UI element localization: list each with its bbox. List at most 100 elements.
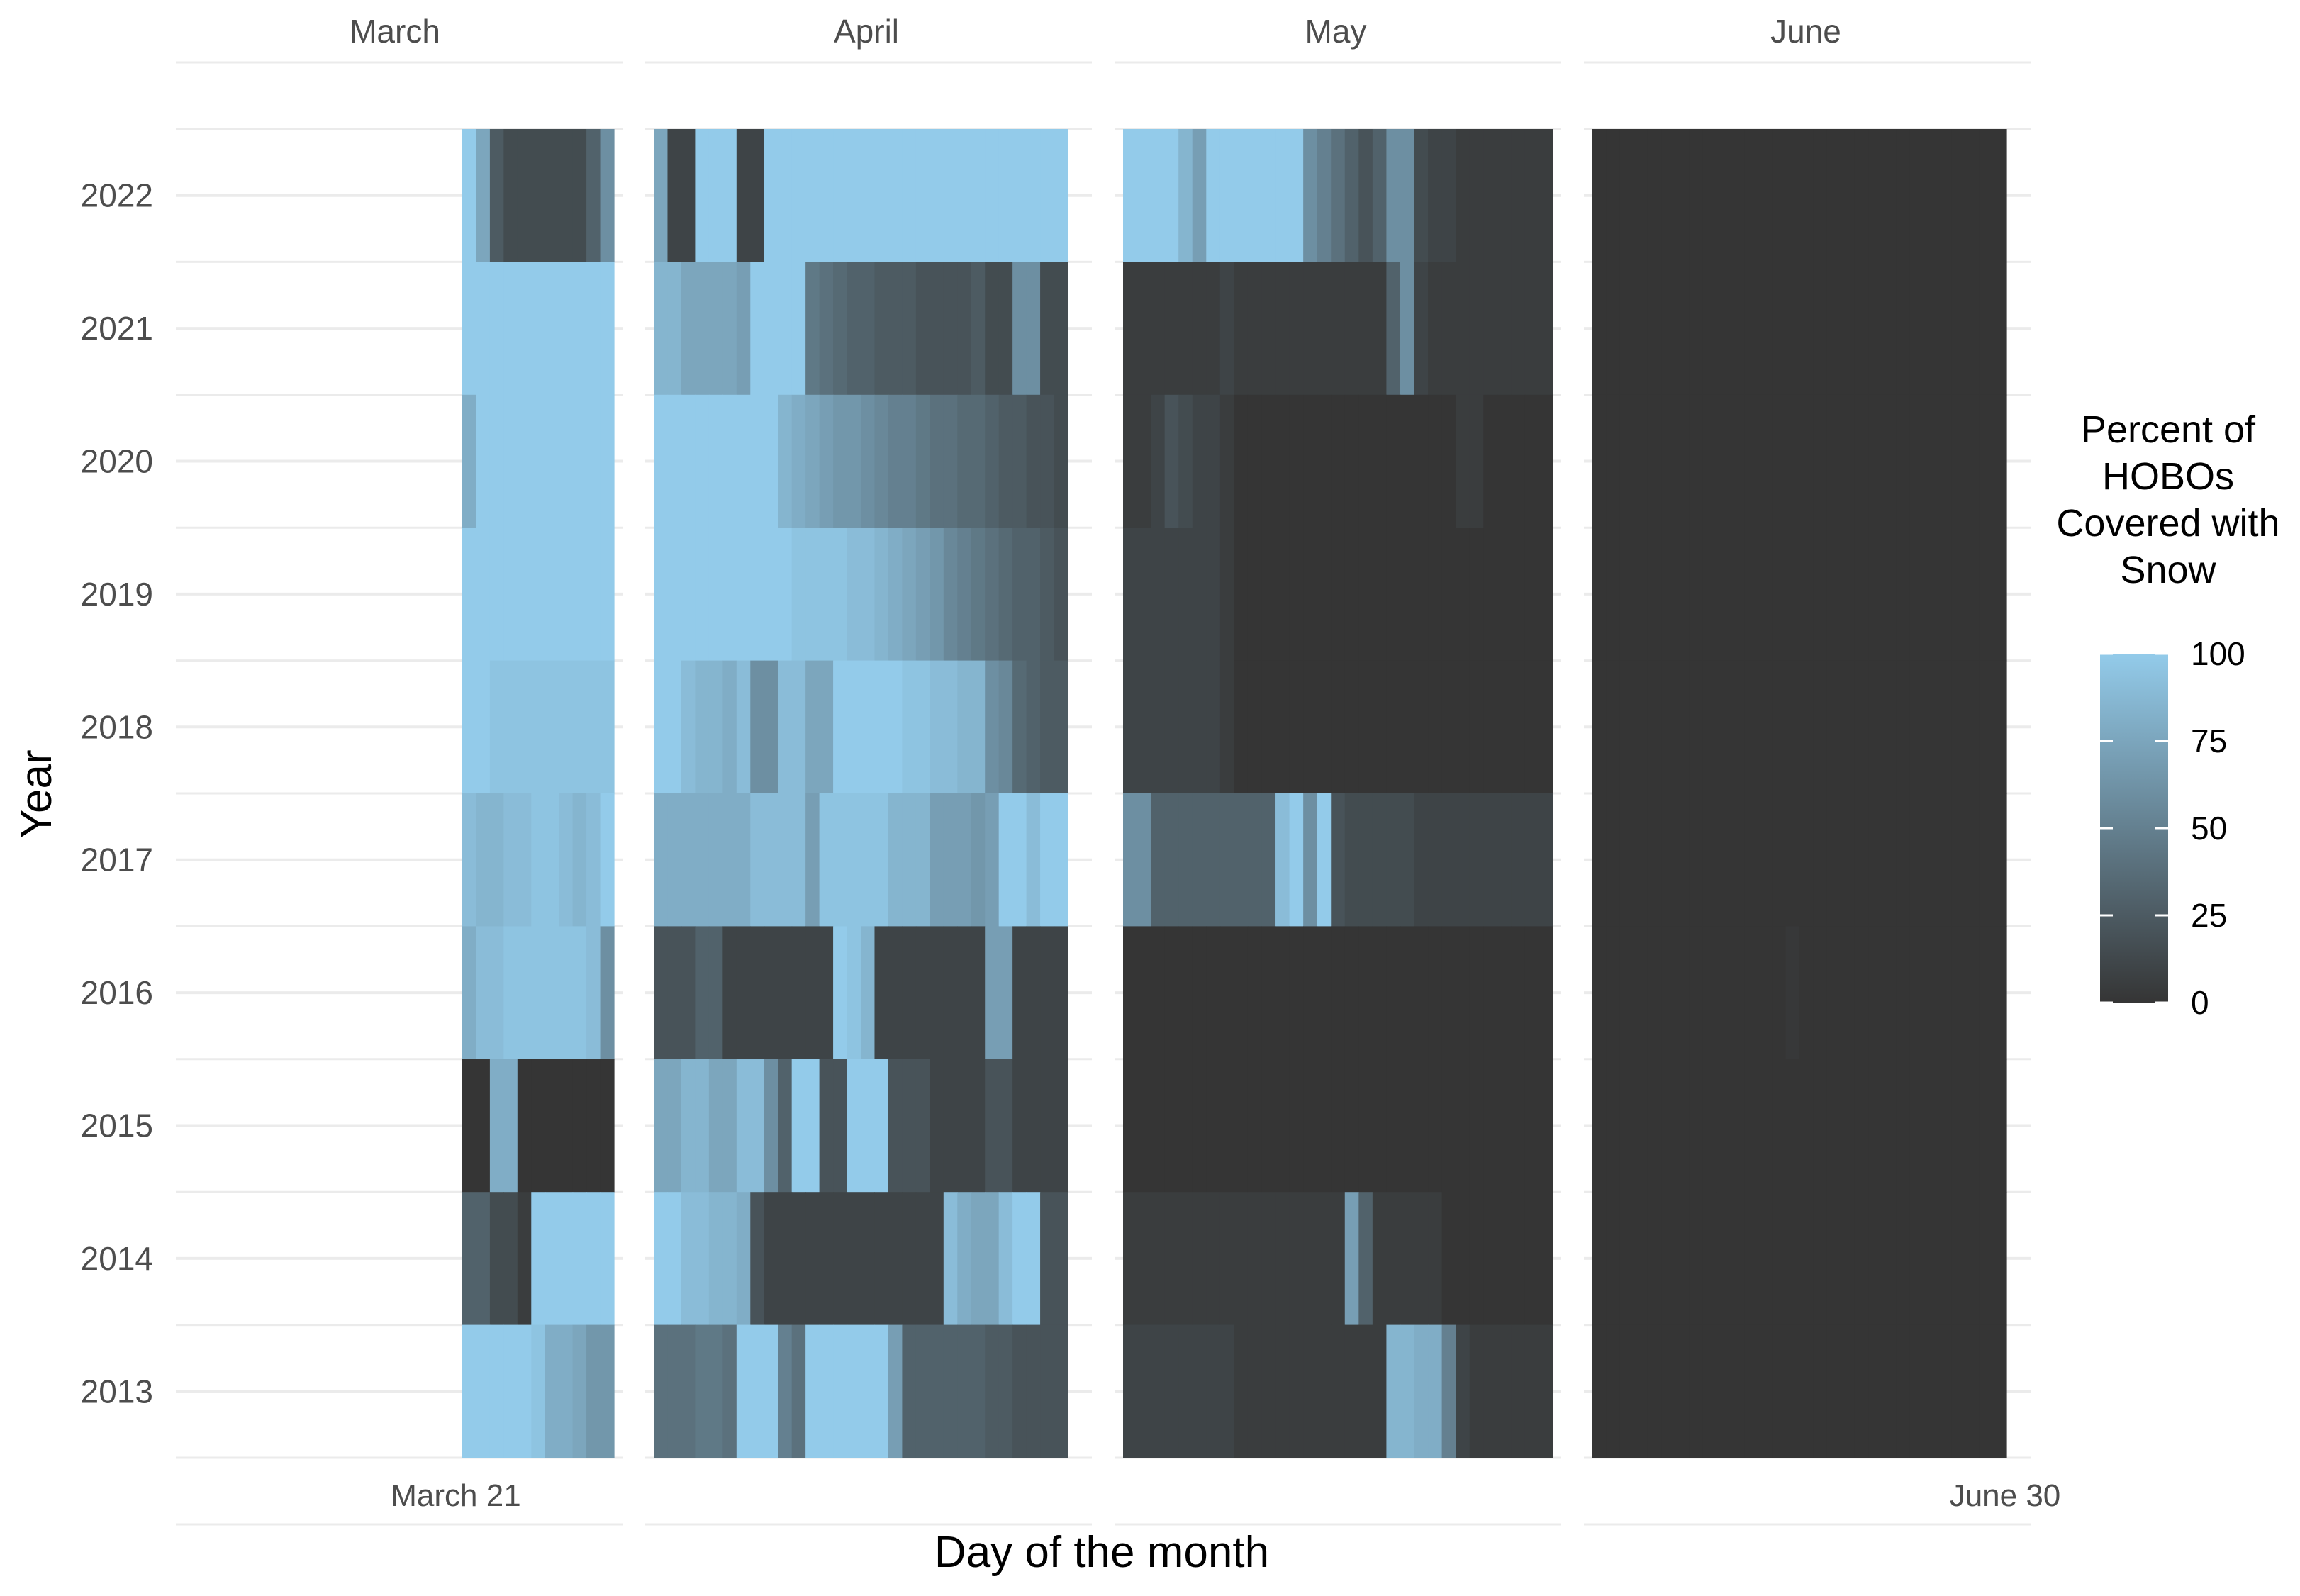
heatmap-cell <box>1192 793 1207 927</box>
heatmap-cell <box>1730 528 1745 662</box>
heatmap-cell <box>1992 1192 2007 1326</box>
heatmap-cell <box>1261 129 1276 262</box>
heatmap-cell <box>1606 660 1621 794</box>
heatmap-cell <box>1619 394 1634 528</box>
heatmap-cell <box>1951 1192 1966 1326</box>
heatmap-cell <box>915 660 930 794</box>
heatmap-cell <box>600 528 615 662</box>
heatmap-cell <box>1909 793 1924 927</box>
heatmap-cell <box>722 394 737 528</box>
heatmap-cell <box>1414 394 1429 528</box>
heatmap-cell <box>1386 1324 1401 1458</box>
heatmap-cell <box>503 262 518 396</box>
heatmap-cell <box>1137 926 1151 1060</box>
heatmap-cell <box>1813 1059 1828 1193</box>
heatmap-cell <box>545 394 559 528</box>
heatmap-cell <box>1675 1192 1690 1326</box>
heatmap-cell <box>1054 926 1068 1060</box>
heatmap-cell <box>1456 129 1470 262</box>
heatmap-cell <box>695 660 710 794</box>
heatmap-cell <box>572 394 587 528</box>
heatmap-cell <box>1937 1324 1952 1458</box>
heatmap-cell <box>819 1324 834 1458</box>
heatmap-cell <box>805 926 820 1060</box>
heatmap-cell <box>1275 394 1290 528</box>
heatmap-cell <box>1758 793 1773 927</box>
heatmap-cell <box>654 926 669 1060</box>
heatmap-cell <box>1441 528 1456 662</box>
heatmap-cell <box>654 1192 669 1326</box>
heatmap-cell <box>531 1059 546 1193</box>
heatmap-cell <box>1123 1059 1138 1193</box>
heatmap-cell <box>1469 394 1484 528</box>
heatmap-cell <box>1826 1324 1841 1458</box>
heatmap-cell <box>559 129 574 262</box>
heatmap-cell <box>476 1324 491 1458</box>
heatmap-cell <box>1400 1324 1415 1458</box>
heatmap-cell <box>1854 793 1869 927</box>
heatmap-cell <box>888 394 903 528</box>
heatmap-cell <box>778 528 793 662</box>
heatmap-cell <box>517 1192 532 1326</box>
heatmap-cell <box>586 793 601 927</box>
heatmap-cell <box>1192 528 1207 662</box>
heatmap-cell <box>1414 1059 1429 1193</box>
heatmap-cell <box>1178 1059 1193 1193</box>
heatmap-cell <box>1896 1192 1911 1326</box>
heatmap-cell <box>971 528 986 662</box>
heatmap-cell <box>1317 1324 1332 1458</box>
heatmap-cell <box>1344 1059 1359 1193</box>
heatmap-cell <box>1469 1192 1484 1326</box>
heatmap-cell <box>1826 129 1841 262</box>
heatmap-cell <box>750 1324 765 1458</box>
heatmap-cell <box>1758 926 1773 1060</box>
heatmap-cell <box>489 1059 504 1193</box>
heatmap-cell <box>1689 262 1704 396</box>
heatmap-cell <box>1647 1324 1662 1458</box>
heatmap-cell <box>833 1324 848 1458</box>
heatmap-cell <box>1813 1192 1828 1326</box>
heatmap-cell <box>943 528 958 662</box>
y-tick-label: 2022 <box>81 177 153 214</box>
heatmap-cell <box>930 926 944 1060</box>
heatmap-cell <box>531 926 546 1060</box>
heatmap-cell <box>1497 262 1512 396</box>
heatmap-cell <box>545 660 559 794</box>
heatmap-cell <box>1344 926 1359 1060</box>
heatmap-cell <box>1965 1059 1980 1193</box>
heatmap-cell <box>1054 793 1068 927</box>
heatmap-cell <box>1854 528 1869 662</box>
heatmap-cell <box>1799 1059 1814 1193</box>
heatmap-cell <box>1414 262 1429 396</box>
heatmap-cell <box>600 394 615 528</box>
heatmap-cell <box>1592 528 1607 662</box>
heatmap-cell <box>1414 1324 1429 1458</box>
heatmap-cell <box>1331 394 1346 528</box>
heatmap-cell <box>957 793 972 927</box>
heatmap-cell <box>1456 1059 1470 1193</box>
heatmap-cell <box>833 528 848 662</box>
heatmap-cell <box>791 394 806 528</box>
heatmap-cell <box>545 1059 559 1193</box>
heatmap-cell <box>1524 1059 1540 1193</box>
heatmap-cell <box>1661 660 1676 794</box>
heatmap-cell <box>1647 394 1662 528</box>
heatmap-cell <box>1841 1059 1855 1193</box>
heatmap-cell <box>462 394 477 528</box>
heatmap-cell <box>874 262 889 396</box>
heatmap-cell <box>1497 660 1512 794</box>
heatmap-cell <box>1634 1192 1648 1326</box>
heatmap-cell <box>1456 1324 1470 1458</box>
heatmap-cell <box>667 262 682 396</box>
heatmap-cell <box>847 793 861 927</box>
heatmap-cell <box>462 1324 477 1458</box>
heatmap-cell <box>1275 1324 1290 1458</box>
heatmap-cell <box>531 660 546 794</box>
heatmap-cell <box>1026 262 1041 396</box>
heatmap-cell <box>695 793 710 927</box>
heatmap-cell <box>847 1192 861 1326</box>
heatmap-cell <box>654 528 669 662</box>
heatmap-cell <box>1219 1192 1234 1326</box>
heatmap-cell <box>681 926 696 1060</box>
heatmap-cell <box>1716 394 1731 528</box>
